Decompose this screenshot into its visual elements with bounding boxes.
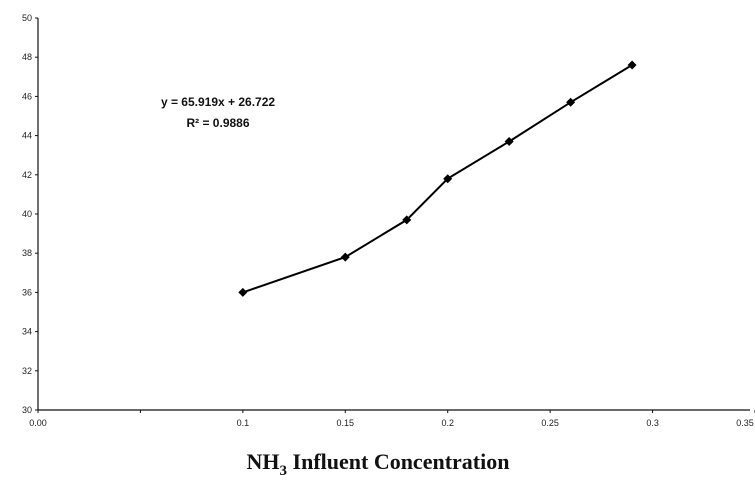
x-tick-label: 0.00 [29, 418, 47, 428]
y-axis-ticks: 30 32 34 36 38 40 42 44 46 48 50 [22, 13, 38, 415]
data-point-marker [443, 174, 453, 184]
x-axis-ticks: 0.00 0.1 0.15 0.2 0.25 0.3 0.35 [29, 410, 755, 428]
y-tick-label: 42 [22, 170, 32, 180]
x-tick-label: 0.35 [736, 418, 754, 428]
y-tick-label: 30 [22, 405, 32, 415]
x-tick-label: 0.15 [337, 418, 355, 428]
x-axis-title-subscript: 3 [280, 463, 288, 479]
y-tick-label: 40 [22, 209, 32, 219]
y-tick-label: 50 [22, 13, 32, 23]
r-squared-label: R² = 0.9886 [186, 116, 249, 130]
x-tick-label: 0.1 [237, 418, 250, 428]
trendline-equation: y = 65.919x + 26.722 [161, 95, 275, 109]
y-tick-label: 46 [22, 91, 32, 101]
x-tick-label: 0.3 [646, 418, 659, 428]
data-point-marker [566, 97, 576, 107]
y-tick-label: 34 [22, 327, 32, 337]
x-tick-label: 0.25 [541, 418, 559, 428]
y-tick-label: 44 [22, 131, 32, 141]
x-axis-title-base: NH [247, 449, 280, 474]
data-point-marker [627, 60, 637, 70]
data-point-marker [340, 252, 350, 262]
x-tick-label: 0.2 [441, 418, 454, 428]
y-tick-label: 48 [22, 52, 32, 62]
series-markers [238, 60, 637, 297]
y-tick-label: 36 [22, 287, 32, 297]
data-point-marker [238, 287, 248, 297]
y-tick-label: 32 [22, 366, 32, 376]
x-axis-title-rest: Influent Concentration [287, 449, 509, 474]
data-point-marker [504, 136, 514, 146]
x-axis-title: NH3 Influent Concentration [247, 449, 510, 479]
y-tick-label: 38 [22, 248, 32, 258]
series-line [242, 64, 633, 294]
data-point-marker [402, 215, 412, 225]
